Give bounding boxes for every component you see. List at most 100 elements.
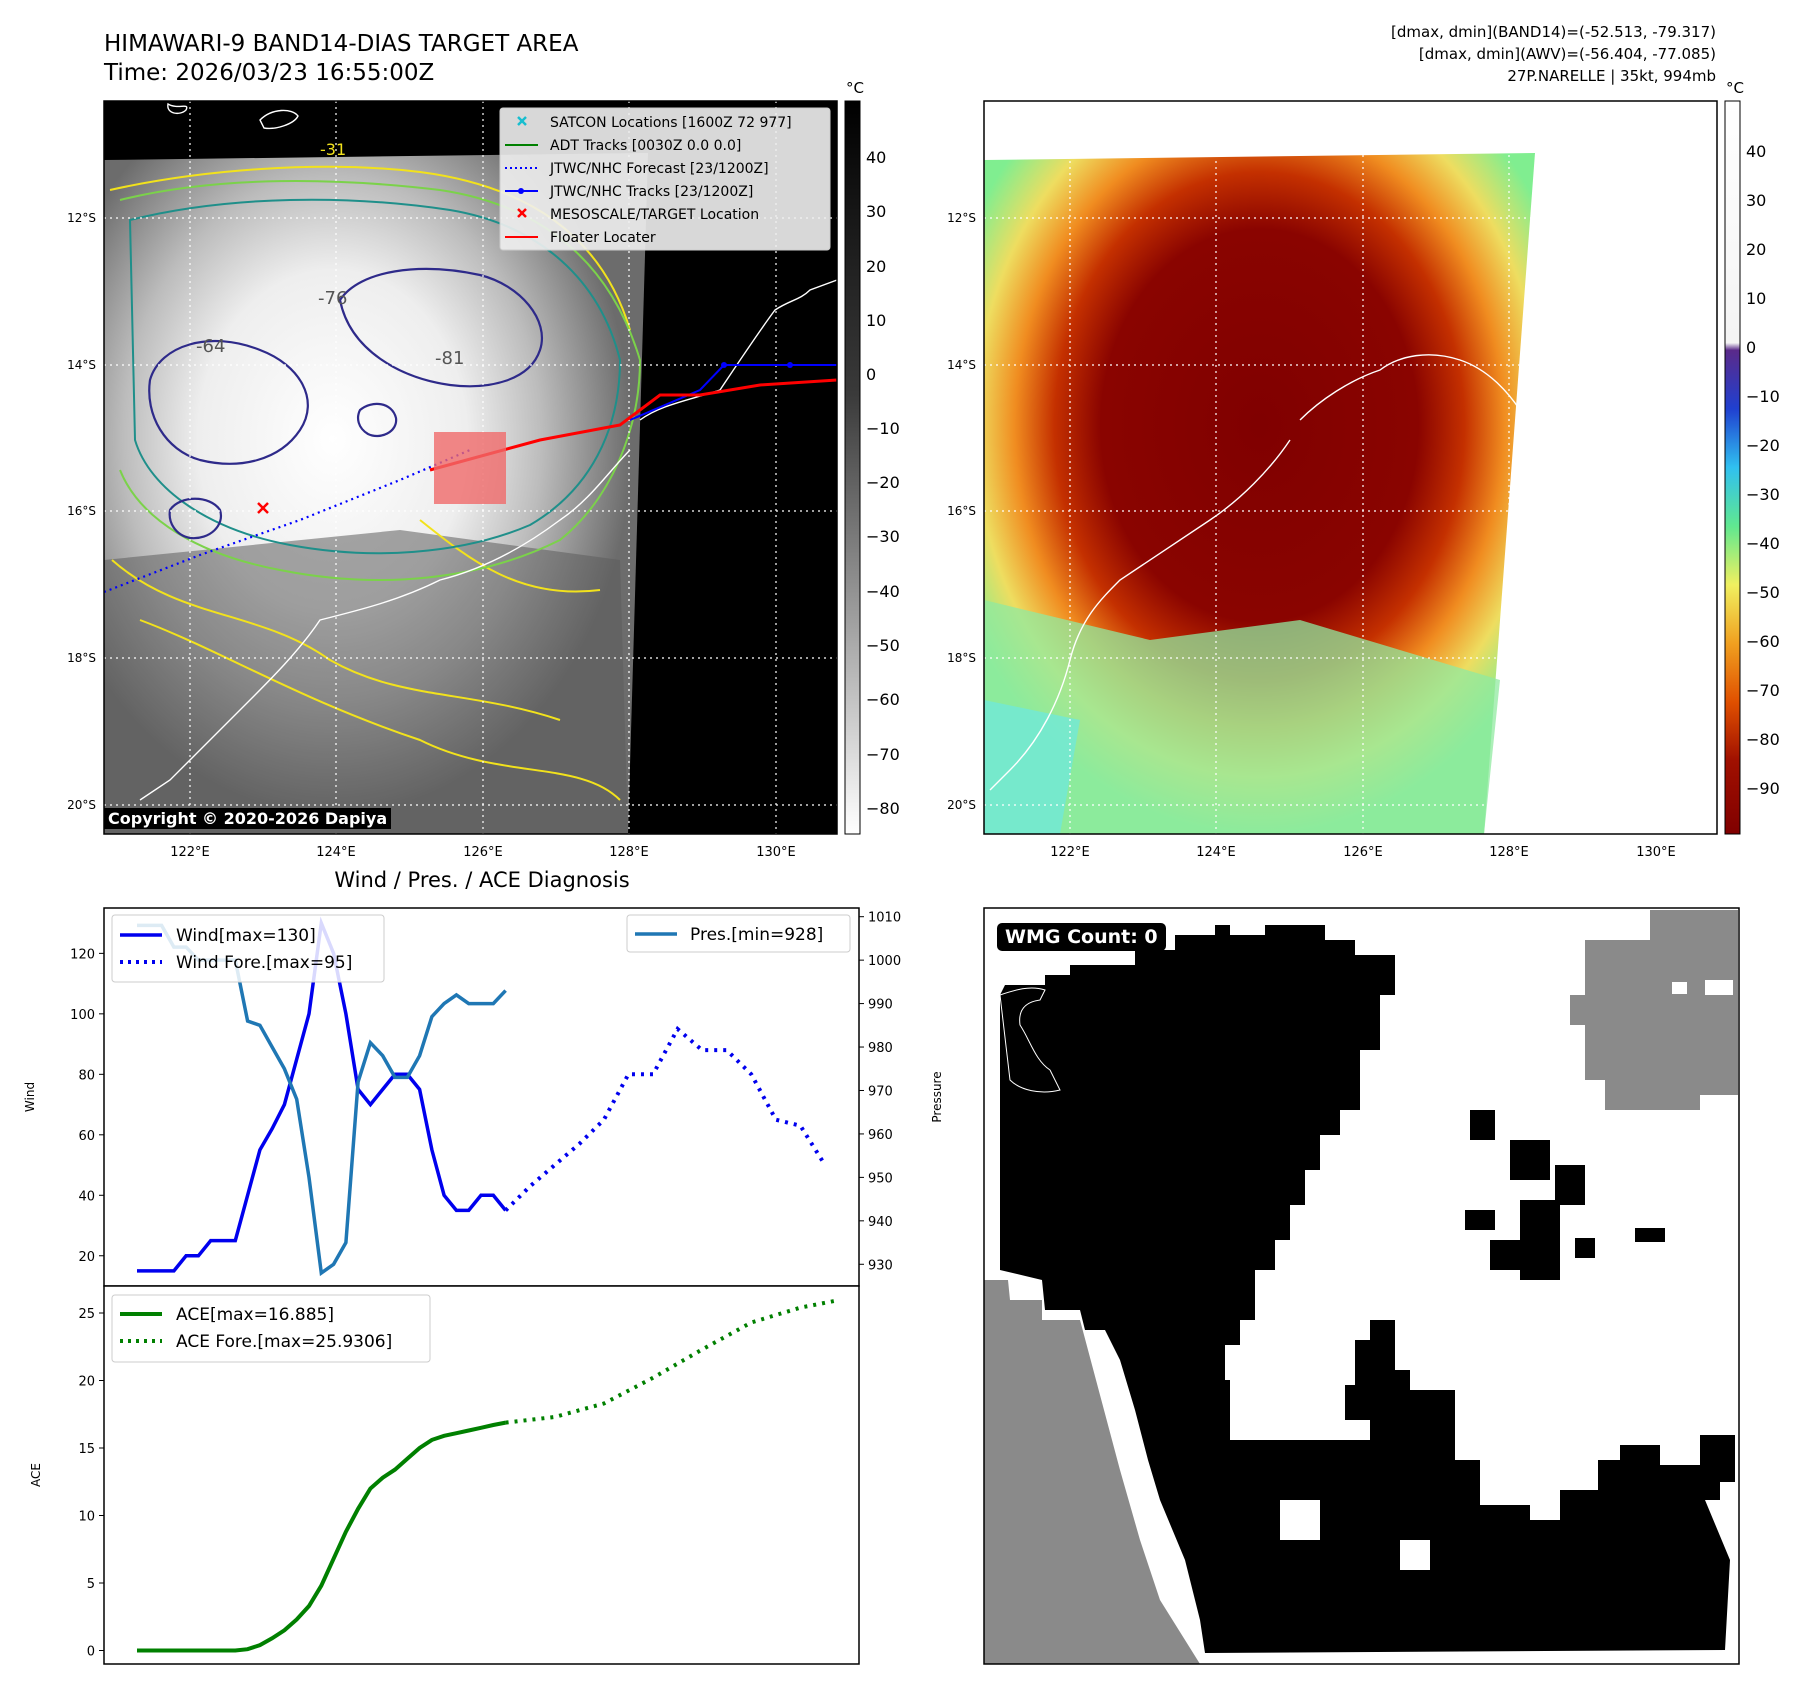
legend-label: MESOSCALE/TARGET Location	[550, 207, 759, 223]
coastline	[139, 279, 837, 801]
wind-axis-label: Wind	[23, 1082, 37, 1112]
target-area-box	[434, 432, 506, 504]
lat-tick-label: 16°S	[67, 504, 96, 518]
jtwc-track-point	[721, 362, 727, 368]
colorbar-tick: 0	[1746, 338, 1756, 357]
coastline	[989, 354, 1521, 791]
awv-map-panel	[983, 100, 1718, 835]
y-tick-label: 80	[78, 1068, 95, 1083]
colorbar-tick: 40	[1746, 142, 1766, 161]
y-tick-label: 940	[868, 1215, 893, 1230]
y-tick-label: 60	[78, 1129, 95, 1144]
legend-label-ace-fore: ACE Fore.[max=25.9306]	[176, 1332, 392, 1352]
legend-label: JTWC/NHC Tracks [23/1200Z]	[549, 184, 753, 200]
contour-31	[419, 519, 601, 593]
colorbar-unit: °C	[846, 79, 864, 97]
mesoscale-target-marker	[257, 502, 269, 514]
ace-series-line	[137, 1420, 506, 1653]
lat-tick-label: 12°S	[947, 211, 976, 225]
colorbar-tick: 40	[866, 148, 886, 167]
colorbar-tick: −70	[866, 745, 900, 764]
ace-y-axis: 0 5 10 15 20 25	[78, 1307, 104, 1660]
colorbar-tick: −40	[1746, 534, 1780, 553]
legend-marker-mesoscale	[517, 208, 527, 218]
y-tick-label: 25	[78, 1307, 95, 1322]
y-tick-label: 980	[868, 1041, 893, 1056]
map-gridlines	[984, 101, 1717, 834]
colorbar-tick: 0	[866, 365, 876, 384]
y-tick-label: 1000	[868, 954, 901, 969]
colorbar-tick: −30	[1746, 485, 1780, 504]
legend-label-ace: ACE[max=16.885]	[176, 1305, 334, 1325]
contour-label: -81	[435, 348, 464, 369]
colorbar-tick: −70	[1746, 681, 1780, 700]
contour-76	[148, 340, 309, 465]
lat-tick-label: 20°S	[67, 798, 96, 812]
y-tick-label: 1010	[868, 911, 901, 926]
ace-axis-label: ACE	[29, 1463, 43, 1487]
lat-axis-right: 12°S 14°S 16°S 18°S 20°S	[947, 211, 976, 812]
legend-label-wind-fore: Wind Fore.[max=95]	[176, 953, 352, 973]
contour-81	[168, 497, 223, 540]
wind-pressure-chart: 20 40 60 80 100 120 930 940 950 960 970 980 990 1000…	[23, 907, 944, 1287]
colorbar-tick: −60	[866, 690, 900, 709]
colorbar-tick: 10	[866, 311, 886, 330]
wind-forecast-series-line	[504, 1025, 827, 1212]
contour-64	[128, 198, 622, 555]
colorbar-tick: −60	[1746, 632, 1780, 651]
colorbar-ir: °C 40 30 20 10 0 −10 −20 −30 −40 −50 −60…	[844, 79, 900, 835]
lat-tick-label: 12°S	[67, 211, 96, 225]
wmg-gray-region	[984, 910, 1738, 1664]
contour-label: -76	[318, 288, 347, 309]
lon-axis-right: 122°E 124°E 126°E 128°E 130°E	[1050, 845, 1676, 860]
y-tick-label: 960	[868, 1128, 893, 1143]
colorbar-ticks: 40 30 20 10 0 −10 −20 −30 −40 −50 −60 −7…	[866, 148, 900, 818]
colorbar-tick: −80	[866, 799, 900, 818]
colorbar-awv: °C 40 30 20 10 0 −10 −20 −30 −40 −50 −60…	[1724, 79, 1780, 835]
colorbar-unit: °C	[1726, 79, 1744, 97]
figure-title: HIMAWARI-9 BAND14-DIAS TARGET AREA	[104, 31, 579, 57]
legend-label: JTWC/NHC Forecast [23/1200Z]	[549, 161, 769, 177]
diagnosis-title: Wind / Pres. / ACE Diagnosis	[334, 868, 629, 892]
contour-42	[119, 180, 642, 581]
ace-chart: 0 5 10 15 20 25 ACE ACE[max=16.885] ACE Fore.…	[29, 1285, 860, 1665]
ace-legend: ACE[max=16.885] ACE Fore.[max=25.9306]	[111, 1294, 431, 1363]
legend-label: SATCON Locations [1600Z 72 977]	[550, 115, 792, 131]
colorbar-tick: 20	[866, 257, 886, 276]
lon-tick-label: 128°E	[1489, 845, 1529, 860]
info-line-storm: 27P.NARELLE | 35kt, 994mb	[1507, 67, 1716, 85]
lat-tick-label: 14°S	[67, 358, 96, 372]
contour-31	[109, 165, 631, 331]
y-tick-label: 950	[868, 1171, 893, 1186]
info-line-awv: [dmax, dmin](AWV)=(-56.404, -77.085)	[1419, 45, 1716, 63]
contour-label: -31	[320, 140, 346, 159]
lat-axis-left: 12°S 14°S 16°S 18°S 20°S	[67, 211, 96, 812]
island-outline	[259, 109, 299, 130]
legend-label: Floater Locater	[550, 230, 656, 246]
pressure-legend: Pres.[min=928]	[626, 914, 851, 953]
lat-tick-label: 14°S	[947, 358, 976, 372]
island-outline	[167, 102, 188, 115]
y-tick-label: 40	[78, 1189, 95, 1204]
y-tick-label: 15	[78, 1442, 95, 1457]
lon-tick-label: 126°E	[1343, 845, 1383, 860]
contour-31	[139, 619, 621, 801]
y-tick-label: 990	[868, 998, 893, 1013]
colorbar-tick: 20	[1746, 240, 1766, 259]
info-line-band14: [dmax, dmin](BAND14)=(-52.513, -79.317)	[1391, 23, 1716, 41]
colorbar-tick: −10	[866, 419, 900, 438]
y-tick-label: 5	[87, 1577, 95, 1592]
contour-label: -64	[196, 336, 225, 357]
map-legend: SATCON Locations [1600Z 72 977] ADT Trac…	[499, 107, 831, 251]
lat-tick-label: 20°S	[947, 798, 976, 812]
colorbar-tick: −10	[1746, 387, 1780, 406]
copyright-badge: Copyright © 2020-2026 Dapiya	[104, 808, 392, 829]
legend-label-wind: Wind[max=130]	[176, 926, 316, 946]
figure-time: Time: 2026/03/23 16:55:00Z	[103, 60, 434, 86]
legend-label-pressure: Pres.[min=928]	[690, 925, 823, 945]
lat-tick-label: 18°S	[67, 651, 96, 665]
colorbar-tick: −80	[1746, 730, 1780, 749]
y-tick-label: 930	[868, 1258, 893, 1273]
y-tick-label: 10	[78, 1510, 95, 1525]
